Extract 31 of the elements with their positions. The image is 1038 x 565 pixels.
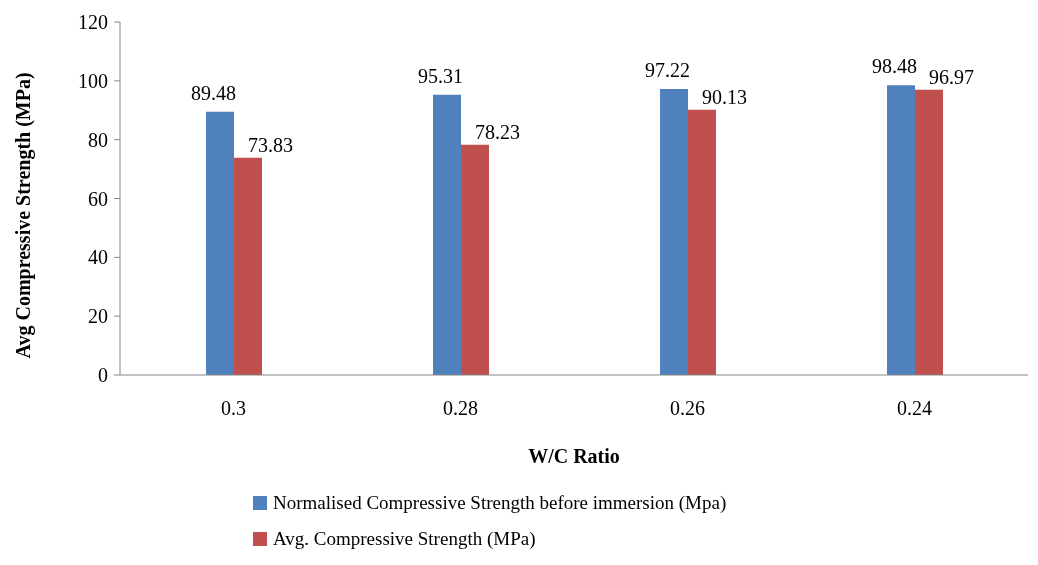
y-tick-label: 40 bbox=[88, 246, 108, 269]
x-tick-label: 0.24 bbox=[897, 397, 932, 420]
y-tick-label: 60 bbox=[88, 187, 108, 210]
y-tick-label: 20 bbox=[88, 305, 108, 328]
x-axis-title: W/C Ratio bbox=[528, 445, 620, 467]
bar bbox=[688, 109, 716, 375]
x-tick-label: 0.3 bbox=[221, 397, 246, 420]
bar bbox=[915, 89, 943, 375]
bar bbox=[660, 89, 688, 375]
data-label: 89.48 bbox=[191, 81, 236, 104]
data-label: 73.83 bbox=[248, 133, 293, 156]
legend-label: Normalised Compressive Strength before immersion (Mpa) bbox=[273, 492, 727, 514]
legend-label: Avg. Compressive Strength (MPa) bbox=[273, 528, 536, 550]
data-label: 78.23 bbox=[475, 120, 520, 143]
x-tick-label: 0.26 bbox=[670, 397, 705, 420]
y-tick-label: 100 bbox=[78, 69, 108, 92]
y-tick-label: 120 bbox=[78, 11, 108, 34]
bar bbox=[887, 85, 915, 375]
y-tick-label: 80 bbox=[88, 128, 108, 151]
y-tick-label: 0 bbox=[98, 364, 108, 387]
bar bbox=[234, 157, 262, 375]
data-label: 90.13 bbox=[702, 85, 747, 108]
bar bbox=[206, 111, 234, 375]
x-tick-label: 0.28 bbox=[443, 397, 478, 420]
data-label: 95.31 bbox=[418, 64, 463, 87]
data-label: 97.22 bbox=[645, 59, 690, 82]
data-label: 98.48 bbox=[872, 55, 917, 78]
data-label: 96.97 bbox=[929, 65, 974, 88]
bar bbox=[433, 94, 461, 375]
bar bbox=[461, 144, 489, 375]
y-axis-title: Avg Compressive Strength (MPa) bbox=[12, 72, 36, 359]
